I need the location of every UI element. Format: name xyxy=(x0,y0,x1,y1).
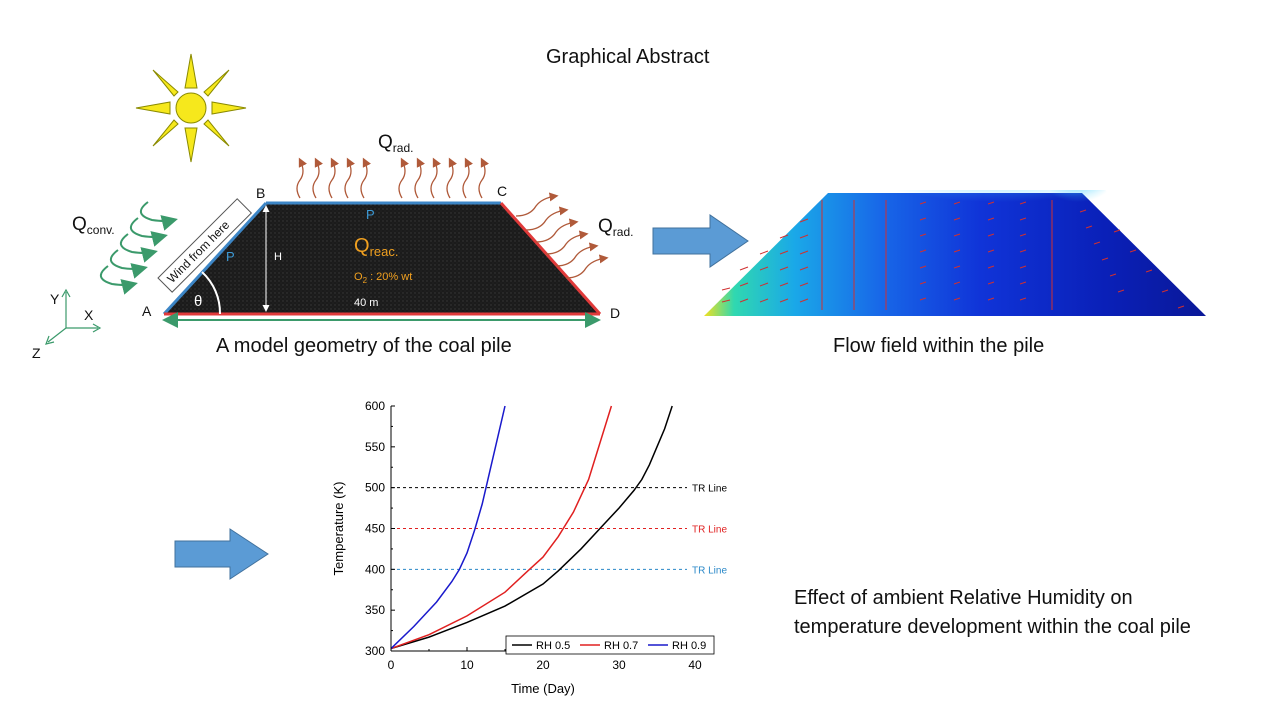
x-tick-label: 0 xyxy=(388,658,395,672)
q-reac-label: Qreac. xyxy=(354,235,398,259)
tr-line-label: TR Line xyxy=(692,525,727,536)
y-tick-label: 450 xyxy=(365,522,385,536)
left-boundary xyxy=(162,201,268,316)
velocity-vectors xyxy=(721,200,1185,310)
x-tick-label: 40 xyxy=(688,658,702,672)
radiation-arrows-right xyxy=(515,192,609,279)
top-pressure-label: P xyxy=(366,207,375,222)
series-line xyxy=(390,405,506,650)
coordinate-axes xyxy=(45,288,102,345)
coal-pile-geometry: H θ P P Qreac. O2 : 20% wt 40 m A B C D … xyxy=(32,132,633,361)
x-tick-label: 30 xyxy=(612,658,626,672)
point-b: B xyxy=(256,185,265,201)
y-tick-label: 300 xyxy=(365,644,385,658)
series-line xyxy=(390,405,673,650)
axis-y-label: Y xyxy=(50,291,60,307)
o2-label: O2 : 20% wt xyxy=(354,271,412,285)
effect-caption-line2: temperature development within the coal … xyxy=(794,616,1191,638)
series-line xyxy=(390,405,613,650)
y-tick-label: 550 xyxy=(365,440,385,454)
angle-label: θ xyxy=(194,293,202,310)
y-tick-label: 350 xyxy=(365,603,385,617)
x-tick-label: 20 xyxy=(536,658,550,672)
q-rad-right-label: Qrad. xyxy=(598,216,633,239)
radiation-arrows-top xyxy=(296,157,489,199)
convection-arrows xyxy=(100,201,178,295)
q-rad-top-label: Qrad. xyxy=(378,132,413,155)
angle-arc xyxy=(201,271,222,315)
right-arrow-icon xyxy=(174,528,269,580)
y-tick-label: 400 xyxy=(365,562,385,576)
x-axis-label: Time (Day) xyxy=(511,681,575,696)
flow-domain xyxy=(704,193,1206,316)
page-title: Graphical Abstract xyxy=(546,46,710,68)
legend-entry: RH 0.7 xyxy=(604,640,638,652)
point-d: D xyxy=(610,305,620,321)
legend-box xyxy=(505,635,715,655)
sun-icon xyxy=(135,53,247,163)
flow-field-plot xyxy=(704,190,1206,316)
effect-caption-line1: Effect of ambient Relative Humidity on xyxy=(794,587,1133,609)
right-arrow-icon xyxy=(652,214,749,268)
tr-line-label: TR Line xyxy=(692,484,727,495)
point-a: A xyxy=(142,303,152,319)
y-tick-label: 600 xyxy=(365,399,385,413)
q-conv-label: Qconv. xyxy=(72,214,115,237)
axis-z-label: Z xyxy=(32,345,41,361)
axis-x-label: X xyxy=(84,307,94,323)
geometry-caption: A model geometry of the coal pile xyxy=(216,335,512,357)
x-tick-label: 10 xyxy=(460,658,474,672)
right-boundary xyxy=(499,202,602,315)
point-c: C xyxy=(497,183,507,199)
pile-body xyxy=(164,203,600,314)
y-axis-label: Temperature (K) xyxy=(331,482,346,576)
left-pressure-label: P xyxy=(226,249,235,264)
y-tick-label: 500 xyxy=(365,481,385,495)
height-label: H xyxy=(274,251,282,263)
tr-line-label: TR Line xyxy=(692,565,727,576)
legend-entry: RH 0.9 xyxy=(672,640,706,652)
width-label: 40 m xyxy=(354,297,378,309)
flow-caption: Flow field within the pile xyxy=(833,335,1045,357)
legend-entry: RH 0.5 xyxy=(536,640,570,652)
